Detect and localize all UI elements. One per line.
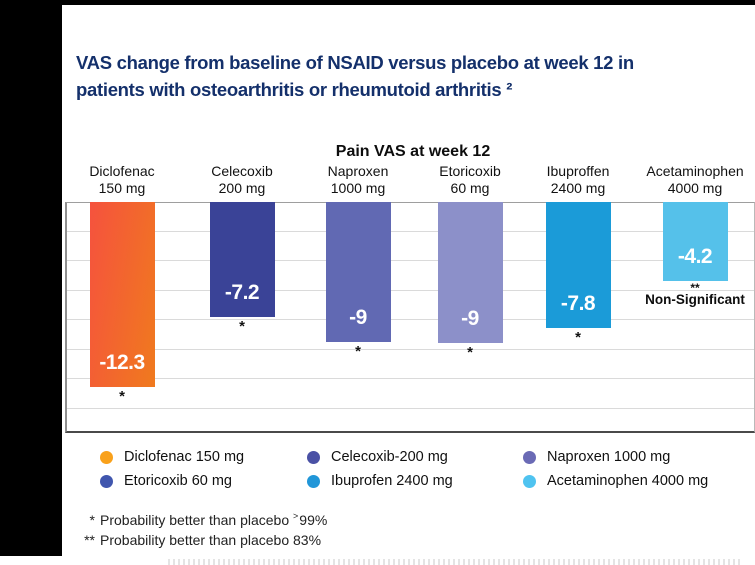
gridline [67,260,754,261]
legend-dot-icon [100,474,113,488]
significance-marker-diclofenac: * [119,388,125,405]
significance-marker-etoricoxib: * [467,344,473,361]
plot-area [65,202,755,433]
bar-value-naproxen: -9 [349,306,367,329]
bar-value-etoricoxib: -9 [461,307,479,330]
footnote-value: 99% [299,512,328,528]
bar-etoricoxib: -9 [437,202,503,343]
legend-dot-icon [523,450,536,464]
legend-dot-icon [307,474,320,488]
legend-label: Acetaminophen 4000 mg [547,473,709,489]
legend-dot-icon [307,450,320,464]
significance-marker-ibuproffen: * [575,329,581,346]
legend-item-ibuprofen: Ibuprofen 2400 mg [307,473,453,489]
page-title-line2: patients with osteoarthritis or rheumuto… [76,79,513,100]
footnote-marker: * [89,512,95,528]
bar-value-diclofenac: -12.3 [99,351,145,374]
footnote-value: 83% [293,531,322,548]
column-label-diclofenac: Diclofenac 150 mg [89,163,155,196]
gridline [67,407,754,409]
gridline [67,319,754,320]
legend-label: Etoricoxib 60 mg [124,473,232,489]
bar-celecoxib: -7.2 [209,202,275,317]
column-label-etoricoxib: Etoricoxib 60 mg [439,163,501,196]
nonsignificant-label: Non-Significant [645,292,745,307]
column-label-ibuproffen: Ibuproffen 2400 mg [546,163,610,196]
legend-item-celecoxib-200: Celecoxib-200 mg [307,449,448,465]
legend-item-acetaminophen: Acetaminophen 4000 mg [523,473,708,489]
legend-item-naproxen: Naproxen 1000 mg [523,449,670,465]
page-title-line1: VAS change from baseline of NSAID versus… [76,52,634,73]
footnote-text: Probability better than placebo ˃99% [100,511,328,528]
gridline [67,289,754,291]
footnote-1: * Probability better than placebo ˃99% [70,511,328,528]
column-label-celecoxib: Celecoxib 200 mg [211,163,273,196]
legend-label: Ibuprofen 2400 mg [331,473,453,489]
greater-than-symbol: ˃ [293,511,299,522]
bar-ibuproffen: -7.8 [545,202,611,328]
legend-label: Diclofenac 150 mg [124,449,245,465]
gridline [67,230,754,232]
bar-naproxen: -9 [325,202,391,342]
gridline [67,378,754,379]
legend-label: Celecoxib-200 mg [331,449,448,465]
bar-acetaminophen: -4.2 [662,202,728,281]
left-frame-bar [0,0,62,556]
bar-value-acetaminophen: -4.2 [677,245,713,268]
column-label-acetaminophen: Acetaminophen 4000 mg [646,163,744,196]
significance-marker-celecoxib: * [239,318,245,335]
bar-diclofenac: -12.3 [89,202,155,387]
legend-dot-icon [100,450,113,464]
footnote-marker: ** [84,531,95,548]
legend-item-etoricoxib: Etoricoxib 60 mg [100,473,232,489]
column-label-naproxen: Naproxen 1000 mg [327,163,389,196]
clipped-text-strip [168,559,743,565]
bar-value-ibuproffen: -7.8 [560,292,596,315]
legend-dot-icon [523,474,536,488]
legend-label: Naproxen 1000 mg [547,449,671,465]
top-frame-bar [0,0,755,5]
chart-title: Pain VAS at week 12 [335,143,491,160]
significance-marker-acetaminophen: ** [690,281,700,295]
gridline [67,348,754,350]
footnote-text: Probability better than placebo 83% [100,531,322,548]
significance-marker-naproxen: * [355,343,361,360]
footnote-2: ** Probability better than placebo 83% [70,532,321,548]
bar-value-celecoxib: -7.2 [224,281,260,304]
legend-item-diclofenac: Diclofenac 150 mg [100,449,244,465]
page-title: VAS change from baseline of NSAID versus… [76,49,736,103]
